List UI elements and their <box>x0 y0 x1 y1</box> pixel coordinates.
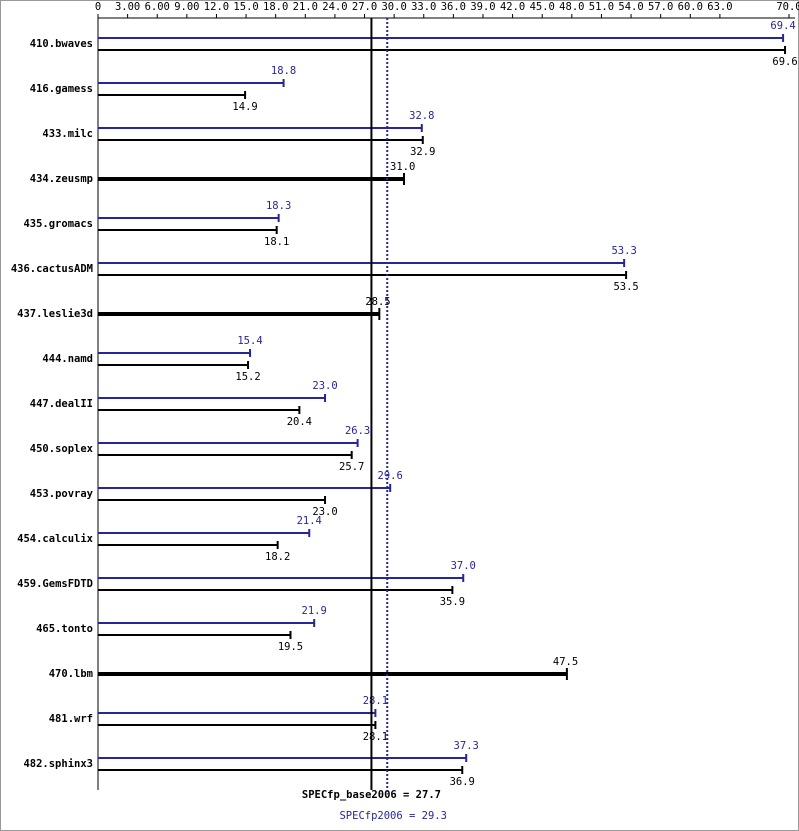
value-label: 31.0 <box>390 161 415 173</box>
x-tick-label: 63.0 <box>707 1 732 13</box>
category-label: 450.soplex <box>30 443 94 455</box>
value-label: 36.9 <box>450 776 475 788</box>
x-tick-label: 45.0 <box>530 1 555 13</box>
value-label: 37.3 <box>454 740 479 752</box>
value-label: 15.2 <box>235 371 260 383</box>
value-label: 18.2 <box>265 551 290 563</box>
value-label: 23.0 <box>312 380 337 392</box>
category-label: 447.dealII <box>30 398 93 410</box>
value-label: 28.1 <box>363 731 388 743</box>
x-tick-label: 39.0 <box>470 1 495 13</box>
category-label: 444.namd <box>42 353 93 365</box>
value-label: 53.3 <box>611 245 636 257</box>
value-label: 18.3 <box>266 200 291 212</box>
value-label: 37.0 <box>451 560 476 572</box>
category-label: 416.gamess <box>30 83 93 95</box>
x-tick-label: 60.0 <box>678 1 703 13</box>
x-tick-label: 27.0 <box>352 1 377 13</box>
value-label: 47.5 <box>553 656 578 668</box>
value-label: 32.9 <box>410 146 435 158</box>
x-tick-label: 70.0 <box>776 1 799 13</box>
category-label: 433.milc <box>42 128 93 140</box>
category-label: 436.cactusADM <box>11 263 93 275</box>
x-tick-label: 15.0 <box>233 1 258 13</box>
value-label: 29.6 <box>378 470 403 482</box>
category-label: 465.tonto <box>36 623 93 635</box>
x-tick-label: 51.0 <box>589 1 614 13</box>
value-label: 19.5 <box>278 641 303 653</box>
x-tick-label: 57.0 <box>648 1 673 13</box>
x-tick-label: 12.0 <box>204 1 229 13</box>
value-label: 53.5 <box>613 281 638 293</box>
value-label: 15.4 <box>237 335 262 347</box>
category-label: 470.lbm <box>49 668 93 680</box>
reference-label: SPECfp_base2006 = 27.7 <box>302 789 441 801</box>
category-label: 453.povray <box>30 488 94 500</box>
category-label: 435.gromacs <box>23 218 93 230</box>
value-label: 21.4 <box>297 515 322 527</box>
x-tick-label: 42.0 <box>500 1 525 13</box>
x-tick-label: 24.0 <box>322 1 347 13</box>
value-label: 20.4 <box>287 416 312 428</box>
x-tick-label: 3.00 <box>115 1 140 13</box>
x-tick-label: 18.0 <box>263 1 288 13</box>
value-label: 28.1 <box>363 695 388 707</box>
value-label: 23.0 <box>312 506 337 518</box>
x-tick-label: 36.0 <box>441 1 466 13</box>
value-label: 69.4 <box>770 20 795 32</box>
reference-label: SPECfp2006 = 29.3 <box>339 810 446 822</box>
x-tick-label: 30.0 <box>381 1 406 13</box>
value-label: 32.8 <box>409 110 434 122</box>
x-tick-label: 54.0 <box>618 1 643 13</box>
category-label: 410.bwaves <box>30 38 93 50</box>
value-label: 25.7 <box>339 461 364 473</box>
x-tick-label: 6.00 <box>145 1 170 13</box>
x-tick-label: 33.0 <box>411 1 436 13</box>
category-label: 481.wrf <box>49 713 93 725</box>
x-tick-label: 48.0 <box>559 1 584 13</box>
value-label: 18.8 <box>271 65 296 77</box>
value-label: 26.3 <box>345 425 370 437</box>
x-tick-label: 0 <box>95 1 101 13</box>
value-label: 21.9 <box>302 605 327 617</box>
category-label: 459.GemsFDTD <box>17 578 93 590</box>
category-label: 482.sphinx3 <box>23 758 93 770</box>
x-tick-label: 9.00 <box>174 1 199 13</box>
value-label: 14.9 <box>232 101 257 113</box>
value-label: 18.1 <box>264 236 289 248</box>
value-label: 69.6 <box>772 56 797 68</box>
category-label: 434.zeusmp <box>30 173 93 185</box>
x-tick-label: 21.0 <box>293 1 318 13</box>
category-label: 437.leslie3d <box>17 308 93 320</box>
category-label: 454.calculix <box>17 533 94 545</box>
value-label: 35.9 <box>440 596 465 608</box>
